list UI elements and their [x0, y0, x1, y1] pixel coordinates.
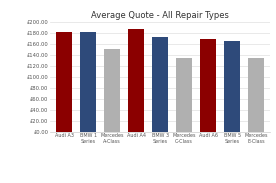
Title: Average Quote - All Repair Types: Average Quote - All Repair Types — [91, 11, 229, 20]
Bar — [152, 37, 168, 132]
Bar — [128, 29, 144, 132]
Bar — [224, 41, 240, 132]
Bar — [104, 49, 121, 132]
Bar — [80, 32, 97, 132]
Bar — [56, 32, 73, 132]
Bar — [176, 58, 192, 132]
Bar — [248, 58, 264, 132]
Bar — [200, 39, 216, 132]
